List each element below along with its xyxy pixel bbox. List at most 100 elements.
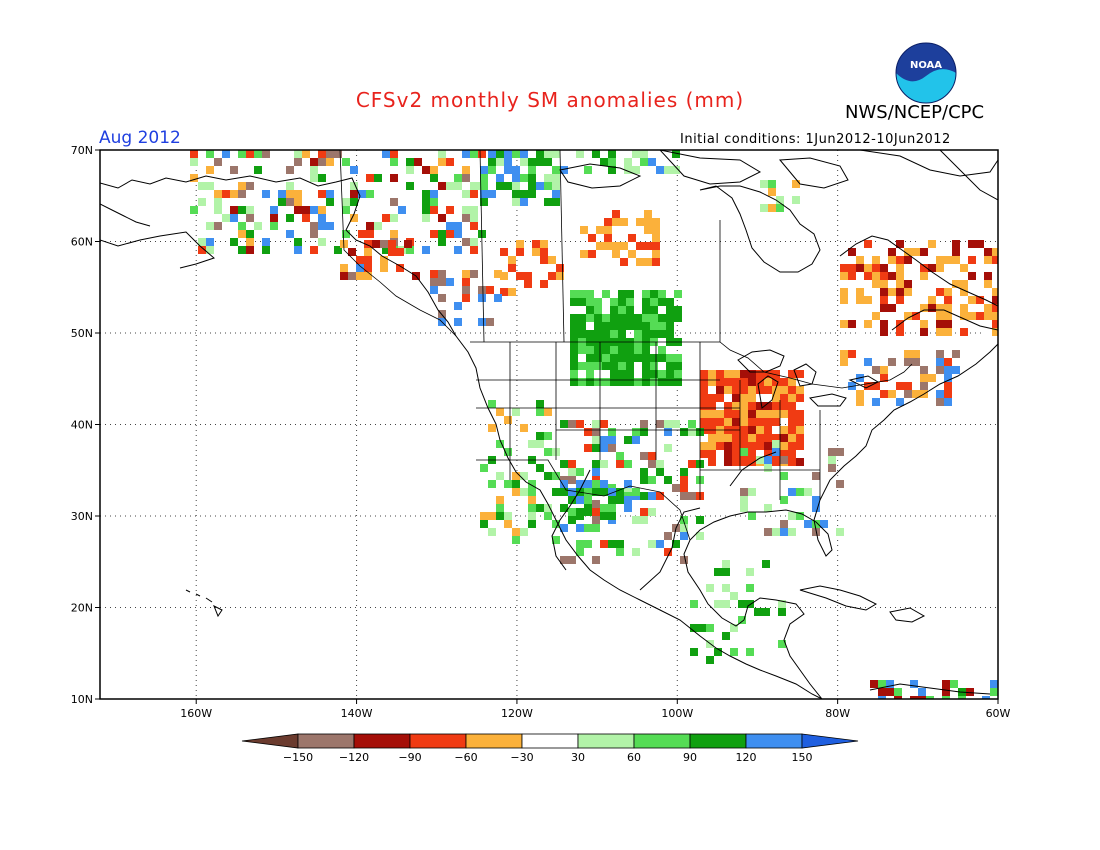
map-frame [99, 149, 999, 700]
anomaly-cell [864, 272, 872, 280]
anomaly-cell [748, 378, 756, 386]
anomaly-cell [430, 174, 438, 182]
anomaly-cell [944, 312, 952, 320]
anomaly-cell [342, 158, 350, 166]
anomaly-cell [294, 150, 302, 158]
anomaly-cell [674, 354, 682, 362]
anomaly-cell [992, 320, 998, 328]
anomaly-cell [880, 272, 888, 280]
anomaly-cell [524, 248, 532, 256]
anomaly-cell [748, 512, 756, 520]
anomaly-cell [780, 434, 788, 442]
anomaly-cell [496, 464, 504, 472]
anomaly-cell [872, 312, 880, 320]
anomaly-cell [254, 150, 262, 158]
anomaly-cell [536, 408, 544, 416]
anomaly-cell [318, 214, 326, 222]
anomaly-cell [462, 166, 470, 174]
anomaly-cell [992, 248, 998, 256]
anomaly-cell [764, 450, 772, 458]
anomaly-cell [326, 198, 334, 206]
anomaly-cell [840, 350, 848, 358]
anomaly-cell [406, 158, 414, 166]
anomaly-cell [912, 280, 920, 288]
anomaly-cell [568, 468, 576, 476]
anomaly-cell [632, 548, 640, 556]
anomaly-cell [722, 560, 730, 568]
anomaly-cell [780, 472, 788, 480]
anomaly-cell [552, 472, 560, 480]
anomaly-cell [206, 182, 214, 190]
anomaly-cell [612, 210, 620, 218]
anomaly-cell [584, 480, 592, 488]
anomaly-cell [944, 296, 952, 304]
anomaly-cell [294, 190, 302, 198]
anomaly-cell [608, 444, 616, 452]
anomaly-cell [560, 556, 568, 564]
anomaly-cell [494, 294, 502, 302]
anomaly-cell [512, 408, 520, 416]
anomaly-cell [928, 296, 936, 304]
anomaly-cell [454, 182, 462, 190]
anomaly-cell [478, 318, 486, 326]
anomaly-cell [748, 488, 756, 496]
anomaly-cell [540, 280, 548, 288]
anomaly-cell [246, 238, 254, 246]
anomaly-cell [792, 180, 800, 188]
anomaly-cell [294, 158, 302, 166]
anomaly-cell [388, 248, 396, 256]
anomaly-cell [246, 182, 254, 190]
anomaly-cell [764, 464, 772, 472]
anomaly-cell [748, 370, 756, 378]
anomaly-cell [952, 350, 960, 358]
anomaly-cell [286, 198, 294, 206]
anomaly-cell [326, 158, 334, 166]
anomaly-cell [740, 434, 748, 442]
anomaly-cell [620, 258, 628, 266]
anomaly-cell [666, 314, 674, 322]
anomaly-cell [310, 222, 318, 230]
anomaly-cell [944, 328, 952, 336]
anomaly-cell [756, 426, 764, 434]
anomaly-cell [700, 410, 708, 418]
anomaly-cell [950, 680, 958, 688]
anomaly-cell [618, 370, 626, 378]
anomaly-cell [592, 480, 600, 488]
anomaly-cell [640, 476, 648, 484]
anomaly-cell [576, 548, 584, 556]
anomaly-cell [708, 394, 716, 402]
lat-label: 50N [71, 327, 93, 340]
anomaly-cell [214, 222, 222, 230]
anomaly-cell [666, 330, 674, 338]
anomaly-cell [508, 248, 516, 256]
anomaly-cell [470, 150, 478, 158]
anomaly-cell [560, 480, 568, 488]
anomaly-cell [944, 390, 952, 398]
anomaly-cell [610, 378, 618, 386]
anomaly-cell [628, 234, 636, 242]
anomaly-cell [286, 230, 294, 238]
anomaly-cell [732, 450, 740, 458]
anomaly-cell [524, 264, 532, 272]
anomaly-cell [936, 358, 944, 366]
anomaly-cell [796, 418, 804, 426]
anomaly-cell [636, 258, 644, 266]
anomaly-cell [920, 382, 928, 390]
anomaly-cell [600, 504, 608, 512]
anomaly-cell [740, 496, 748, 504]
anomaly-cell [480, 464, 488, 472]
anomaly-cell [756, 512, 764, 520]
anomaly-cell [748, 442, 756, 450]
anomaly-cell [556, 264, 564, 272]
anomaly-cell [990, 688, 998, 696]
anomaly-cell [912, 304, 920, 312]
colorbar-tick-label: −30 [510, 751, 533, 764]
anomaly-cell [570, 298, 578, 306]
anomaly-cell [612, 218, 620, 226]
lat-label: 40N [71, 419, 93, 432]
anomaly-cell [920, 328, 928, 336]
anomaly-cell [422, 206, 430, 214]
anomaly-cell [936, 382, 944, 390]
anomaly-cell [512, 536, 520, 544]
anomaly-cell [358, 230, 366, 238]
